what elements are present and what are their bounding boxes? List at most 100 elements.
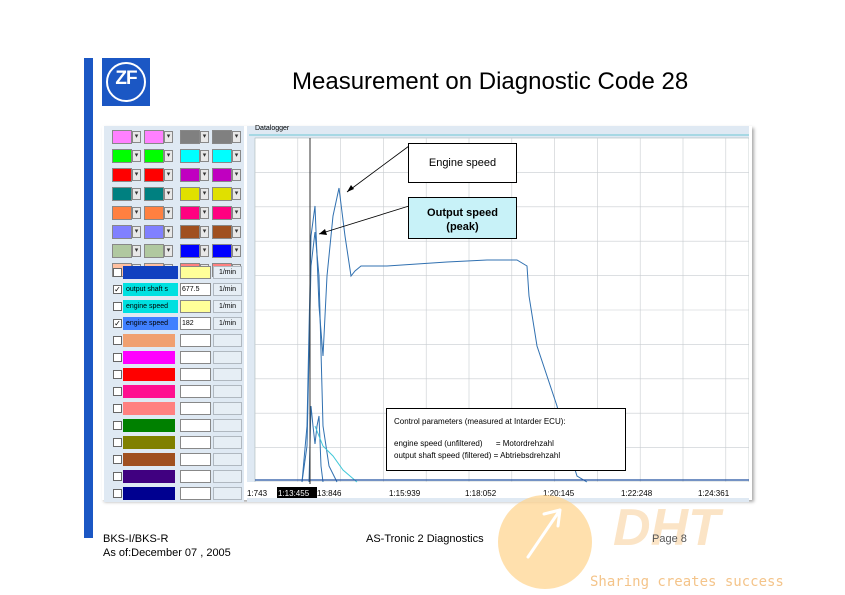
channel-unit xyxy=(213,470,242,483)
output-speed-trace xyxy=(301,231,338,483)
color-swatch xyxy=(112,168,132,182)
channel-checkbox[interactable] xyxy=(113,472,122,481)
chevron-down-icon[interactable]: ▾ xyxy=(200,245,209,257)
x-tick-label: 13:846 xyxy=(317,489,342,498)
color-swatch xyxy=(112,225,132,239)
x-tick-label: 1:743 xyxy=(247,489,268,498)
color-swatch xyxy=(180,244,200,258)
color-swatch xyxy=(144,130,164,144)
chevron-down-icon[interactable]: ▾ xyxy=(132,188,141,200)
color-swatch xyxy=(112,149,132,163)
channel-color-bar xyxy=(123,470,175,483)
chevron-down-icon[interactable]: ▾ xyxy=(232,245,241,257)
chevron-down-icon[interactable]: ▾ xyxy=(200,131,209,143)
color-swatch xyxy=(112,244,132,258)
cursor-time-label: 1:13:455 xyxy=(278,489,310,498)
channel-checkbox[interactable] xyxy=(113,302,122,311)
chevron-down-icon[interactable]: ▾ xyxy=(164,131,173,143)
watermark-tagline: Sharing creates success xyxy=(590,574,784,590)
channel-value xyxy=(180,487,211,500)
channel-unit: 1/min xyxy=(213,300,242,313)
channel-value: 677.5 xyxy=(180,283,211,296)
chevron-down-icon[interactable]: ▾ xyxy=(164,226,173,238)
datalogger-title: Datalogger xyxy=(255,125,290,132)
chevron-down-icon[interactable]: ▾ xyxy=(132,226,141,238)
engine-speed-arrow xyxy=(346,145,410,193)
zf-logo-text: ZF xyxy=(115,68,137,89)
channel-color-bar xyxy=(123,419,175,432)
channel-color-bar xyxy=(123,368,175,381)
chevron-down-icon[interactable]: ▾ xyxy=(132,150,141,162)
color-swatch xyxy=(212,206,232,220)
color-swatch xyxy=(144,149,164,163)
channel-value xyxy=(180,385,211,398)
output-speed-callout-line2: (peak) xyxy=(446,221,479,233)
chevron-down-icon[interactable]: ▾ xyxy=(164,188,173,200)
channel-checkbox[interactable] xyxy=(113,370,122,379)
channel-value xyxy=(180,368,211,381)
chevron-down-icon[interactable]: ▾ xyxy=(132,131,141,143)
color-swatch xyxy=(112,206,132,220)
channel-checkbox[interactable] xyxy=(113,353,122,362)
zf-logo-ring xyxy=(106,62,146,102)
chevron-down-icon[interactable]: ▾ xyxy=(200,226,209,238)
channel-checkbox[interactable] xyxy=(113,421,122,430)
chevron-down-icon[interactable]: ▾ xyxy=(164,207,173,219)
channel-value xyxy=(180,453,211,466)
chevron-down-icon[interactable]: ▾ xyxy=(200,207,209,219)
color-swatch xyxy=(144,206,164,220)
channel-value xyxy=(180,436,211,449)
channel-unit: 1/min xyxy=(213,283,242,296)
chevron-down-icon[interactable]: ▾ xyxy=(200,150,209,162)
color-swatch xyxy=(144,244,164,258)
color-swatch xyxy=(144,187,164,201)
chevron-down-icon[interactable]: ▾ xyxy=(132,207,141,219)
chevron-down-icon[interactable]: ▾ xyxy=(232,226,241,238)
channel-checkbox[interactable] xyxy=(113,268,122,277)
chevron-down-icon[interactable]: ▾ xyxy=(232,188,241,200)
chevron-down-icon[interactable]: ▾ xyxy=(200,169,209,181)
chevron-down-icon[interactable]: ▾ xyxy=(164,169,173,181)
channel-checkbox[interactable] xyxy=(113,489,122,498)
chevron-down-icon[interactable]: ▾ xyxy=(164,245,173,257)
chevron-down-icon[interactable]: ▾ xyxy=(164,150,173,162)
channel-unit xyxy=(213,368,242,381)
channel-unit: 1/min xyxy=(213,317,242,330)
chevron-down-icon[interactable]: ▾ xyxy=(232,150,241,162)
footer-title: AS-Tronic 2 Diagnostics xyxy=(366,533,484,545)
channel-color-bar xyxy=(123,487,175,500)
chevron-down-icon[interactable]: ▾ xyxy=(232,131,241,143)
channel-checkbox[interactable]: ✓ xyxy=(113,285,122,294)
channel-checkbox[interactable] xyxy=(113,387,122,396)
channel-color-bar xyxy=(123,334,175,347)
color-swatch xyxy=(180,187,200,201)
chevron-down-icon[interactable]: ▾ xyxy=(132,169,141,181)
output-speed-arrowhead xyxy=(319,229,327,235)
channel-checkbox[interactable]: ✓ xyxy=(113,319,122,328)
engine-unfiltered-decay-trace xyxy=(314,425,358,483)
x-axis-band xyxy=(247,482,749,498)
color-swatch xyxy=(212,130,232,144)
channel-checkbox[interactable] xyxy=(113,455,122,464)
channel-checkbox[interactable] xyxy=(113,438,122,447)
engine-speed-callout-text: Engine speed xyxy=(428,157,497,169)
chevron-down-icon[interactable]: ▾ xyxy=(132,245,141,257)
color-swatch xyxy=(112,130,132,144)
chevron-down-icon[interactable]: ▾ xyxy=(232,169,241,181)
channel-value xyxy=(180,402,211,415)
footer-department: BKS-I/BKS-R xyxy=(103,533,169,545)
channel-label xyxy=(123,266,178,279)
color-swatch xyxy=(212,168,232,182)
chevron-down-icon[interactable]: ▾ xyxy=(232,207,241,219)
color-swatch xyxy=(144,168,164,182)
channel-checkbox[interactable] xyxy=(113,404,122,413)
channel-value: 182 xyxy=(180,317,211,330)
zf-logo: ZF xyxy=(102,58,150,106)
channel-color-bar xyxy=(123,436,175,449)
chevron-down-icon[interactable]: ▾ xyxy=(200,188,209,200)
channel-label: engine speed xyxy=(123,300,178,313)
color-swatch xyxy=(212,149,232,163)
channel-checkbox[interactable] xyxy=(113,336,122,345)
channel-unit xyxy=(213,453,242,466)
watermark-arrow-icon xyxy=(526,508,562,559)
